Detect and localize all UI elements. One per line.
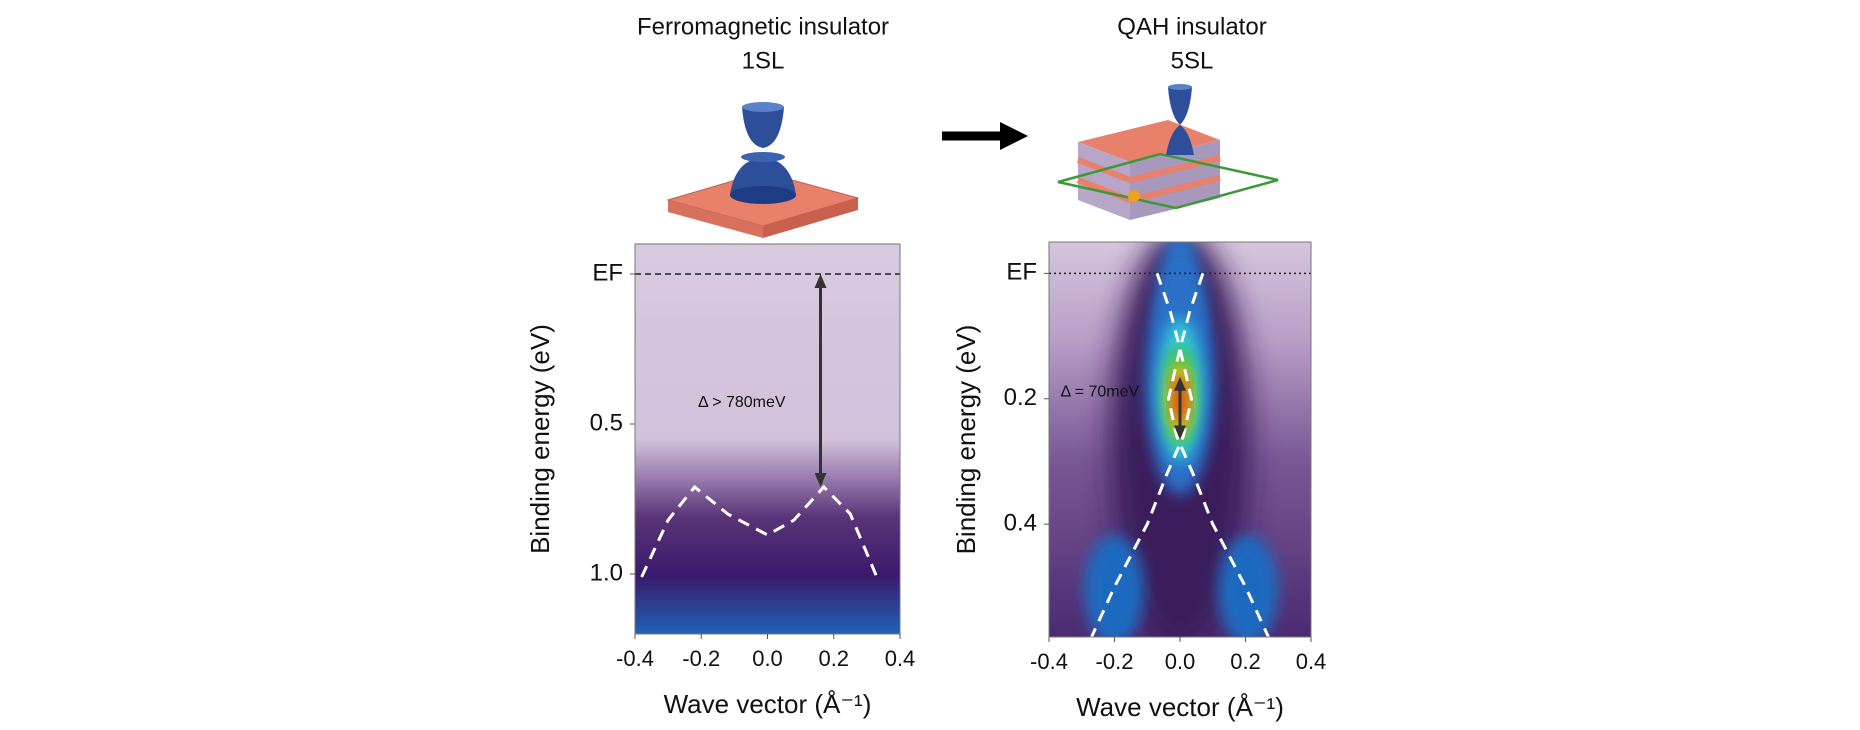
x-tick-label: -0.4: [616, 646, 654, 671]
illustration-5sl: [1057, 84, 1279, 220]
x-tick-label: -0.4: [1030, 649, 1068, 674]
x-tick-label: 0.4: [1296, 649, 1327, 674]
x-tick-label: 0.2: [818, 646, 849, 671]
y-tick-label: 1.0: [590, 559, 623, 586]
x-tick-label: -0.2: [682, 646, 720, 671]
y-tick-label: 0.4: [1004, 509, 1037, 536]
x-axis-label: Wave vector (Å⁻¹): [1076, 692, 1284, 722]
y-tick-label: 0.5: [590, 409, 623, 436]
x-tick-label: -0.2: [1096, 649, 1134, 674]
x-tick-label: 0.4: [885, 646, 916, 671]
spectrum-1sl: [635, 244, 900, 634]
arrow-head: [814, 274, 827, 288]
y-tick-label: EF: [592, 259, 623, 286]
x-axis-label: Wave vector (Å⁻¹): [664, 689, 872, 719]
annotation: Δ > 780meV: [698, 394, 786, 411]
panel-subtitle: 5SL: [1171, 47, 1214, 74]
panel-subtitle: 1SL: [742, 47, 785, 74]
panel-title: QAH insulator: [1117, 13, 1266, 40]
arrow-head: [1174, 376, 1186, 391]
arrow: [942, 122, 1028, 150]
dashed-curve: [1090, 272, 1193, 637]
spectrum-5sl: [1049, 242, 1311, 637]
x-tick-label: 0.0: [752, 646, 783, 671]
y-axis-label: Binding energy (eV): [951, 325, 981, 555]
y-tick-label: EF: [1006, 259, 1037, 286]
dashed-curve: [1167, 272, 1270, 637]
illustration-1sl: [666, 102, 860, 238]
annotation: Δ = 70meV: [1060, 384, 1139, 401]
arrow-head: [814, 473, 827, 487]
y-tick-label: 0.2: [1004, 384, 1037, 411]
y-axis-label: Binding energy (eV): [525, 324, 555, 554]
plot-content: [635, 273, 900, 578]
x-tick-label: 0.0: [1165, 649, 1196, 674]
arrow-head: [1174, 425, 1186, 440]
x-tick-label: 0.2: [1230, 649, 1261, 674]
plot-content: [1049, 272, 1311, 637]
panel-title: Ferromagnetic insulator: [637, 13, 889, 40]
